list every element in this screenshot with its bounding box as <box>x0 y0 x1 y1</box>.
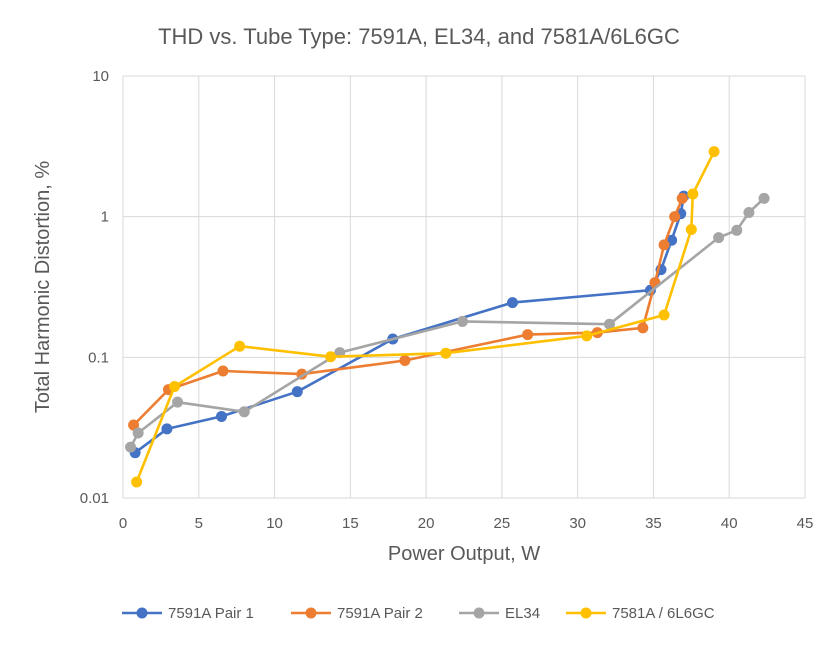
legend-swatch-marker <box>473 607 485 619</box>
y-tick-label: 1 <box>101 209 109 226</box>
data-point <box>216 410 228 422</box>
x-tick-label: 20 <box>418 515 435 532</box>
data-point <box>713 232 725 244</box>
series-line <box>132 197 684 427</box>
x-tick-label: 0 <box>119 515 127 532</box>
data-series <box>125 146 770 488</box>
data-point <box>399 354 411 366</box>
y-axis-title: Total Harmonic Distortion, % <box>32 161 54 414</box>
data-point <box>687 188 699 200</box>
legend: 7591A Pair 1 7591A Pair 2 EL34 7581A / 6L6G… <box>122 605 715 622</box>
data-point <box>581 330 593 342</box>
data-point <box>708 146 720 158</box>
x-tick-label: 15 <box>342 515 359 532</box>
data-point <box>456 315 468 327</box>
x-tick-label: 40 <box>721 515 738 532</box>
data-point <box>325 351 337 363</box>
data-point <box>161 423 173 435</box>
data-point <box>125 441 137 453</box>
legend-label: EL34 <box>505 605 540 622</box>
data-point <box>669 211 681 223</box>
data-point <box>217 365 229 377</box>
data-point <box>758 192 770 204</box>
data-point <box>743 207 755 219</box>
y-tick-label: 10 <box>92 68 109 85</box>
data-point <box>172 396 184 408</box>
series-line <box>135 151 716 483</box>
x-tick-label: 45 <box>797 515 814 532</box>
legend-swatch-marker <box>305 607 317 619</box>
x-tick-label: 10 <box>266 515 283 532</box>
data-point <box>506 297 518 309</box>
data-point <box>603 318 615 330</box>
x-tick-label: 35 <box>645 515 662 532</box>
data-point <box>169 381 181 393</box>
data-point <box>132 427 144 439</box>
data-point <box>658 239 670 251</box>
data-point <box>238 406 250 418</box>
data-point <box>658 309 670 321</box>
data-point <box>637 322 649 334</box>
y-tick-label: 0.01 <box>80 490 109 507</box>
data-point <box>291 386 303 398</box>
grid-lines <box>122 75 806 499</box>
data-point <box>731 224 743 236</box>
x-tick-label: 25 <box>494 515 511 532</box>
y-tick-label: 0.1 <box>88 349 109 366</box>
data-point <box>685 224 697 236</box>
legend-swatch-marker <box>580 607 592 619</box>
x-axis-title: Power Output, W <box>388 543 540 565</box>
legend-label: 7591A Pair 2 <box>337 605 423 622</box>
x-tick-label: 5 <box>195 515 203 532</box>
x-tick-label: 30 <box>569 515 586 532</box>
axis-tick-labels: 0 5 10 15 20 25 30 35 40 45 0.01 0.1 1 10 <box>80 68 814 532</box>
data-point <box>131 476 143 488</box>
chart-title: THD vs. Tube Type: 7591A, EL34, and 7581… <box>158 24 680 49</box>
data-point <box>522 329 534 341</box>
data-point <box>440 347 452 359</box>
data-point <box>234 340 246 352</box>
data-point <box>676 192 688 204</box>
legend-label: 7581A / 6L6GC <box>612 605 715 622</box>
legend-label: 7591A Pair 1 <box>168 605 254 622</box>
legend-swatch-marker <box>136 607 148 619</box>
